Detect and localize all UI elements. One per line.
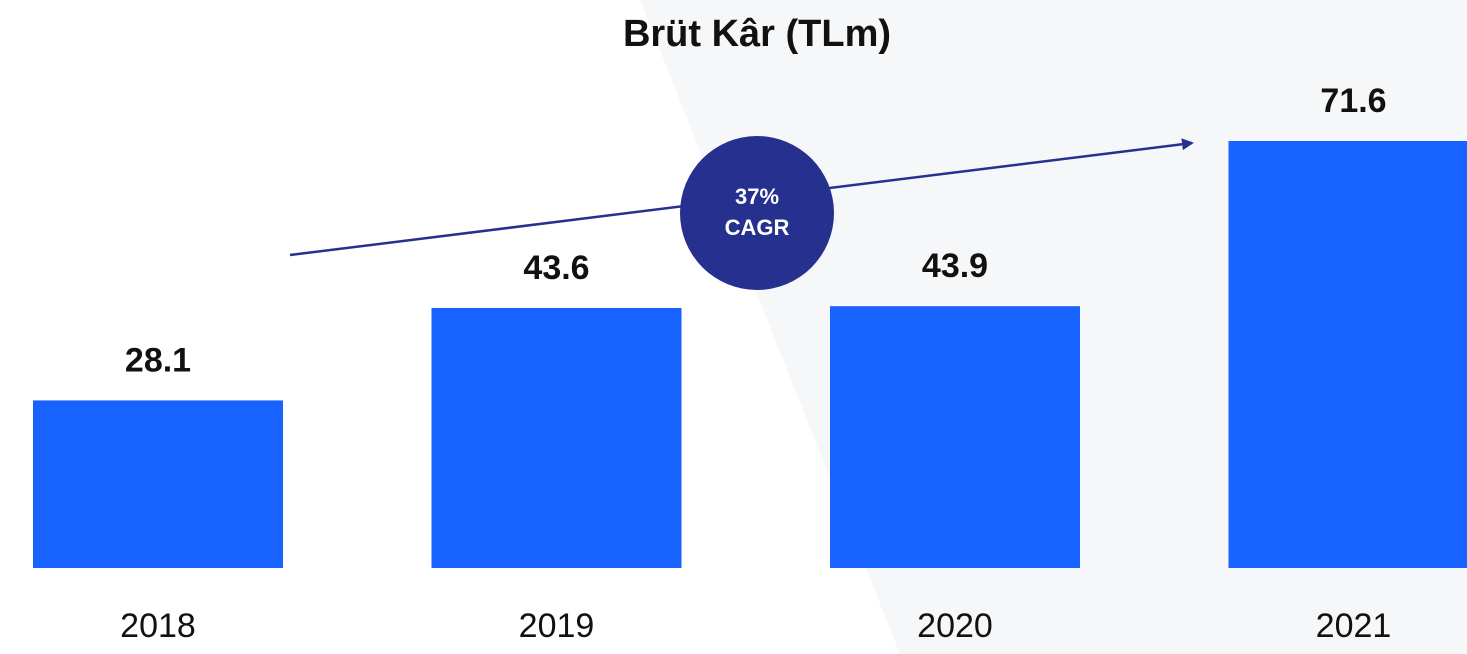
- bar: [1228, 141, 1467, 568]
- value-label: 43.6: [523, 249, 589, 287]
- bar: [830, 306, 1080, 568]
- bar: [33, 400, 283, 568]
- cagr-label: CAGR: [725, 215, 790, 240]
- value-label: 28.1: [125, 341, 191, 379]
- x-tick-label: 2020: [917, 607, 993, 645]
- cagr-badge: [680, 136, 834, 290]
- cagr-value: 37%: [735, 184, 779, 209]
- x-tick-label: 2018: [120, 607, 196, 645]
- chart-title: Brüt Kâr (TLm): [623, 13, 891, 55]
- bar: [431, 307, 682, 568]
- x-tick-label: 2021: [1316, 607, 1392, 645]
- value-label: 71.6: [1320, 82, 1386, 120]
- value-label: 43.9: [922, 247, 988, 285]
- x-tick-label: 2019: [519, 607, 595, 645]
